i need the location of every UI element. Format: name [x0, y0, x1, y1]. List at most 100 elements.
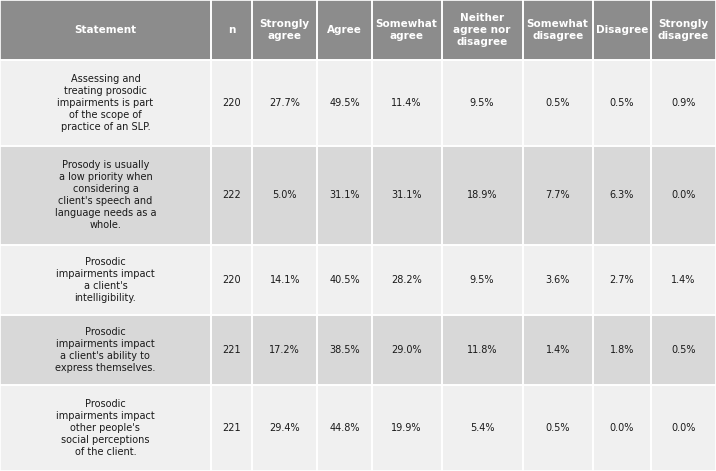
- Bar: [317, 315, 372, 385]
- Text: Prosodic
impairments impact
other people's
social perceptions
of the client.: Prosodic impairments impact other people…: [56, 399, 155, 457]
- Bar: [523, 60, 593, 146]
- Text: Prosody is usually
a low priority when
considering a
client's speech and
languag: Prosody is usually a low priority when c…: [54, 160, 156, 230]
- Text: Somewhat
agree: Somewhat agree: [376, 19, 437, 41]
- Bar: [317, 60, 372, 146]
- Bar: [0, 245, 211, 315]
- Bar: [651, 245, 716, 315]
- Bar: [442, 146, 523, 245]
- Bar: [442, 60, 523, 146]
- Text: 9.5%: 9.5%: [470, 275, 494, 285]
- Text: 0.9%: 0.9%: [671, 98, 695, 108]
- Text: 1.4%: 1.4%: [546, 345, 570, 355]
- Bar: [252, 385, 317, 471]
- Bar: [317, 146, 372, 245]
- Bar: [593, 315, 651, 385]
- Text: n: n: [228, 25, 235, 35]
- Text: 29.0%: 29.0%: [391, 345, 422, 355]
- Bar: [211, 146, 252, 245]
- Text: 0.0%: 0.0%: [609, 423, 634, 433]
- Bar: [317, 245, 372, 315]
- Bar: [372, 315, 442, 385]
- Bar: [442, 315, 523, 385]
- Bar: [651, 315, 716, 385]
- Bar: [593, 60, 651, 146]
- Bar: [0, 60, 211, 146]
- Bar: [593, 245, 651, 315]
- Bar: [593, 385, 651, 471]
- Bar: [211, 245, 252, 315]
- Text: 220: 220: [222, 98, 241, 108]
- Bar: [317, 385, 372, 471]
- Text: 6.3%: 6.3%: [609, 190, 634, 200]
- Text: Strongly
disagree: Strongly disagree: [658, 19, 709, 41]
- Text: 7.7%: 7.7%: [546, 190, 570, 200]
- Bar: [211, 0, 252, 60]
- Text: 0.0%: 0.0%: [671, 190, 695, 200]
- Text: 38.5%: 38.5%: [329, 345, 359, 355]
- Bar: [593, 146, 651, 245]
- Text: 49.5%: 49.5%: [329, 98, 359, 108]
- Text: 221: 221: [222, 345, 241, 355]
- Bar: [372, 385, 442, 471]
- Text: 11.8%: 11.8%: [467, 345, 498, 355]
- Bar: [523, 245, 593, 315]
- Text: 18.9%: 18.9%: [467, 190, 498, 200]
- Text: 27.7%: 27.7%: [269, 98, 300, 108]
- Text: 29.4%: 29.4%: [269, 423, 300, 433]
- Bar: [0, 315, 211, 385]
- Text: 220: 220: [222, 275, 241, 285]
- Bar: [523, 0, 593, 60]
- Text: Strongly
agree: Strongly agree: [260, 19, 310, 41]
- Bar: [252, 315, 317, 385]
- Bar: [651, 60, 716, 146]
- Text: 0.5%: 0.5%: [546, 98, 570, 108]
- Bar: [523, 385, 593, 471]
- Bar: [0, 385, 211, 471]
- Bar: [442, 0, 523, 60]
- Text: 222: 222: [222, 190, 241, 200]
- Text: 3.6%: 3.6%: [546, 275, 570, 285]
- Text: 19.9%: 19.9%: [391, 423, 422, 433]
- Text: 14.1%: 14.1%: [269, 275, 300, 285]
- Bar: [252, 60, 317, 146]
- Bar: [211, 60, 252, 146]
- Bar: [252, 0, 317, 60]
- Text: 31.1%: 31.1%: [329, 190, 359, 200]
- Bar: [317, 0, 372, 60]
- Text: Agree: Agree: [327, 25, 362, 35]
- Text: 44.8%: 44.8%: [329, 423, 359, 433]
- Bar: [372, 146, 442, 245]
- Text: 1.8%: 1.8%: [609, 345, 634, 355]
- Text: 5.0%: 5.0%: [273, 190, 297, 200]
- Text: 11.4%: 11.4%: [391, 98, 422, 108]
- Text: 0.0%: 0.0%: [671, 423, 695, 433]
- Bar: [651, 385, 716, 471]
- Bar: [211, 315, 252, 385]
- Text: Assessing and
treating prosodic
impairments is part
of the scope of
practice of : Assessing and treating prosodic impairme…: [57, 74, 153, 132]
- Bar: [0, 0, 211, 60]
- Bar: [442, 385, 523, 471]
- Text: 17.2%: 17.2%: [269, 345, 300, 355]
- Text: 221: 221: [222, 423, 241, 433]
- Text: 2.7%: 2.7%: [609, 275, 634, 285]
- Bar: [523, 146, 593, 245]
- Text: 28.2%: 28.2%: [391, 275, 422, 285]
- Text: Statement: Statement: [74, 25, 137, 35]
- Bar: [211, 385, 252, 471]
- Text: 0.5%: 0.5%: [671, 345, 696, 355]
- Text: Prosodic
impairments impact
a client's ability to
express themselves.: Prosodic impairments impact a client's a…: [55, 327, 155, 374]
- Bar: [442, 245, 523, 315]
- Bar: [252, 146, 317, 245]
- Bar: [372, 245, 442, 315]
- Bar: [0, 146, 211, 245]
- Text: 1.4%: 1.4%: [671, 275, 695, 285]
- Text: 40.5%: 40.5%: [329, 275, 359, 285]
- Text: 0.5%: 0.5%: [609, 98, 634, 108]
- Text: 9.5%: 9.5%: [470, 98, 494, 108]
- Bar: [252, 245, 317, 315]
- Bar: [651, 146, 716, 245]
- Text: Somewhat
disagree: Somewhat disagree: [527, 19, 589, 41]
- Bar: [523, 315, 593, 385]
- Text: 0.5%: 0.5%: [546, 423, 570, 433]
- Text: 31.1%: 31.1%: [391, 190, 422, 200]
